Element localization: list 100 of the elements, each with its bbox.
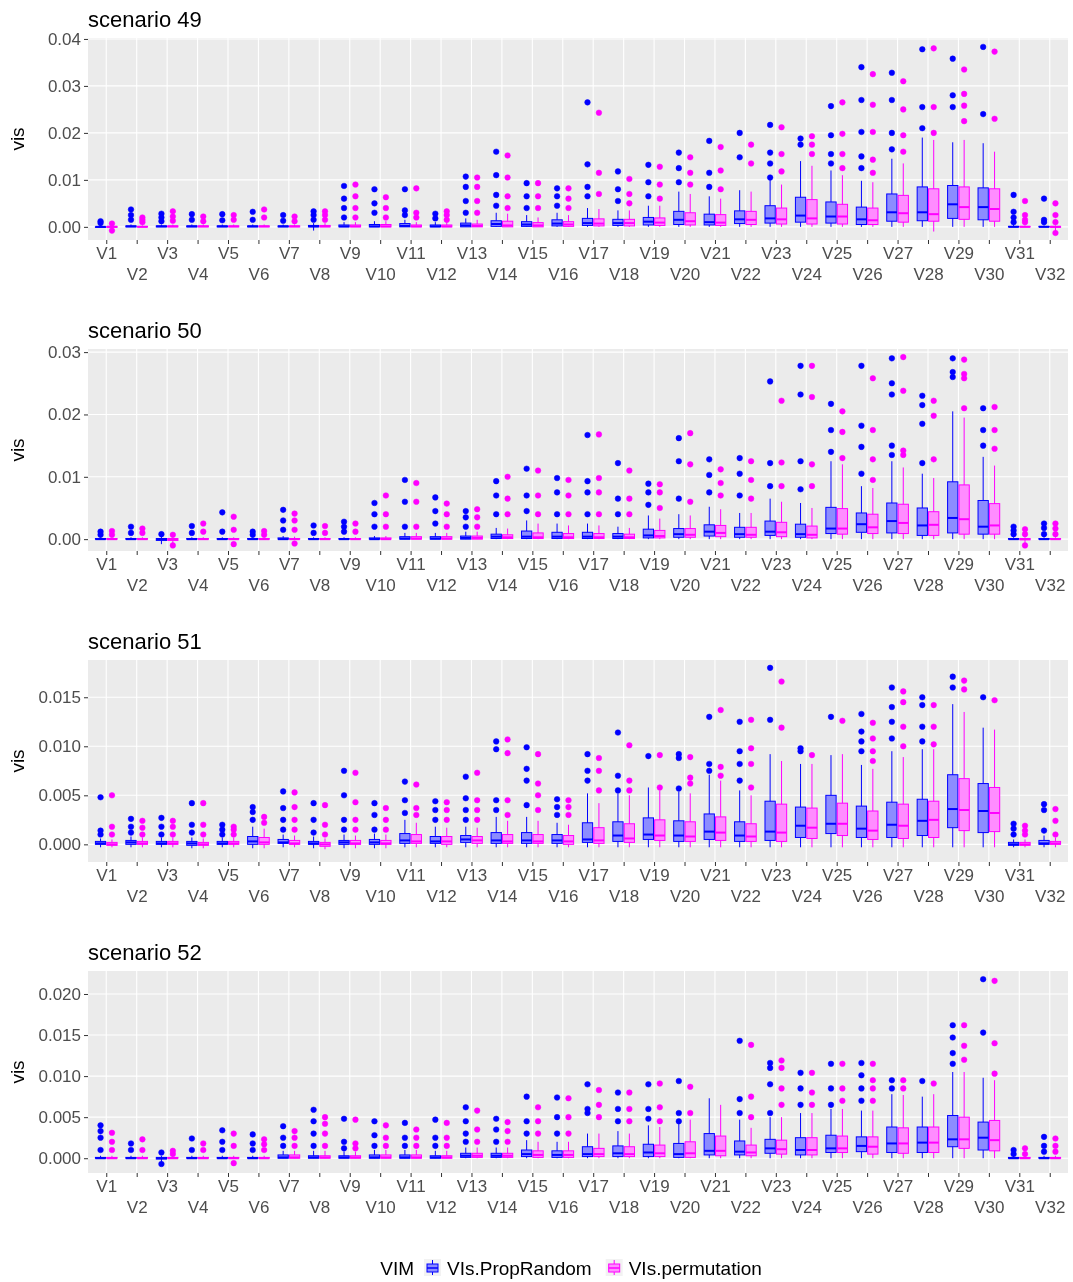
x-tick-label: V8 <box>309 576 331 596</box>
x-tick-label: V22 <box>730 265 762 285</box>
x-tick-label: V30 <box>974 576 1005 596</box>
x-tick-label: V14 <box>487 887 518 907</box>
x-tick-label: V15 <box>517 555 548 575</box>
x-tick-label: V20 <box>669 1198 701 1218</box>
x-tick-label: V30 <box>974 265 1005 285</box>
x-tick-label: V20 <box>669 265 701 285</box>
x-tick-label: V19 <box>639 866 670 886</box>
x-tick-label: V16 <box>548 576 579 596</box>
x-tick-label: V8 <box>309 265 331 285</box>
x-tick-label: V10 <box>365 265 396 285</box>
x-tick-label: V13 <box>456 866 488 886</box>
x-tick-label: V26 <box>852 576 883 596</box>
legend-label: VIs.permutation <box>628 1258 762 1279</box>
x-tick-label: V4 <box>187 1198 209 1218</box>
x-tick-label: V6 <box>248 1198 270 1218</box>
x-tick-label: V4 <box>187 576 209 596</box>
x-tick-label: V25 <box>822 1177 853 1197</box>
x-tick-label: V5 <box>218 1177 239 1197</box>
x-tick-label: V5 <box>218 555 239 575</box>
y-tick-label: 0.02 <box>47 123 81 143</box>
x-tick-label: V25 <box>822 866 853 886</box>
x-tick-label: V3 <box>157 1177 179 1197</box>
x-tick-label: V27 <box>882 244 914 264</box>
x-tick-label: V24 <box>791 887 822 907</box>
y-tick-label: 0.015 <box>38 1025 81 1045</box>
x-tick-label: V13 <box>456 244 488 264</box>
y-tick-label: 0.015 <box>38 688 81 708</box>
x-tick-label: V5 <box>218 244 239 264</box>
x-tick-label: V17 <box>578 1177 609 1197</box>
x-tick-label: V19 <box>639 555 670 575</box>
x-tick-label: V27 <box>882 866 914 886</box>
x-tick-label: V22 <box>730 576 762 596</box>
x-tick-label: V11 <box>396 555 426 575</box>
x-tick-label: V32 <box>1035 265 1066 285</box>
x-tick-label: V2 <box>126 887 148 907</box>
x-tick-label: V17 <box>578 555 609 575</box>
x-tick-label: V1 <box>96 1177 118 1197</box>
x-tick-label: V23 <box>761 1177 792 1197</box>
x-tick-label: V25 <box>822 244 853 264</box>
x-tick-label: V7 <box>278 244 300 264</box>
y-axis-title: vis <box>7 1060 28 1084</box>
chart-title: scenario 52 <box>88 940 202 965</box>
chart-title: scenario 50 <box>88 318 202 343</box>
x-tick-label: V29 <box>943 1177 975 1197</box>
x-tick-label: V29 <box>943 555 975 575</box>
y-tick-label: 0.00 <box>47 217 81 237</box>
x-tick-label: V7 <box>278 1177 300 1197</box>
x-tick-label: V14 <box>487 265 518 285</box>
x-tick-label: V24 <box>791 576 822 596</box>
x-tick-label: V28 <box>913 576 944 596</box>
x-tick-label: V8 <box>309 887 331 907</box>
x-tick-label: V12 <box>426 1198 457 1218</box>
x-tick-label: V23 <box>761 866 792 886</box>
x-tick-label: V22 <box>730 1198 762 1218</box>
x-tick-label: V6 <box>248 887 270 907</box>
x-tick-label: V2 <box>126 576 148 596</box>
x-tick-label: V31 <box>1004 244 1035 264</box>
x-tick-label: V11 <box>396 866 426 886</box>
x-tick-label: V21 <box>700 244 731 264</box>
x-tick-label: V11 <box>396 1177 426 1197</box>
x-tick-label: V10 <box>365 887 396 907</box>
x-tick-label: V26 <box>852 265 883 285</box>
x-tick-label: V31 <box>1004 866 1035 886</box>
y-tick-label: 0.010 <box>38 737 81 757</box>
x-tick-label: V23 <box>761 555 792 575</box>
x-tick-label: V12 <box>426 887 457 907</box>
x-tick-label: V32 <box>1035 887 1066 907</box>
x-tick-label: V3 <box>157 555 179 575</box>
x-tick-label: V13 <box>456 1177 488 1197</box>
x-tick-label: V16 <box>548 1198 579 1218</box>
x-tick-label: V24 <box>791 265 822 285</box>
x-tick-label: V1 <box>96 244 118 264</box>
x-tick-label: V28 <box>913 265 944 285</box>
y-tick-label: 0.01 <box>47 467 81 487</box>
chart-title: scenario 51 <box>88 629 202 654</box>
x-tick-label: V30 <box>974 887 1005 907</box>
x-tick-label: V17 <box>578 866 609 886</box>
chart-title: scenario 49 <box>88 7 202 32</box>
x-tick-label: V10 <box>365 576 396 596</box>
x-tick-label: V4 <box>187 265 209 285</box>
y-tick-label: 0.03 <box>47 76 81 96</box>
x-tick-label: V9 <box>339 1177 361 1197</box>
x-tick-label: V12 <box>426 265 457 285</box>
x-tick-label: V20 <box>669 887 701 907</box>
x-tick-label: V27 <box>882 1177 914 1197</box>
y-tick-label: 0.010 <box>38 1067 81 1087</box>
x-tick-label: V2 <box>126 265 148 285</box>
x-tick-label: V2 <box>126 1198 148 1218</box>
x-tick-label: V15 <box>517 1177 548 1197</box>
x-tick-label: V26 <box>852 887 883 907</box>
x-tick-label: V16 <box>548 887 579 907</box>
x-tick-label: V14 <box>487 576 518 596</box>
y-axis-title: vis <box>7 438 28 462</box>
x-tick-label: V8 <box>309 1198 331 1218</box>
x-tick-label: V28 <box>913 1198 944 1218</box>
x-tick-label: V11 <box>396 244 426 264</box>
x-tick-label: V18 <box>609 265 640 285</box>
y-tick-label: 0.02 <box>47 405 81 425</box>
